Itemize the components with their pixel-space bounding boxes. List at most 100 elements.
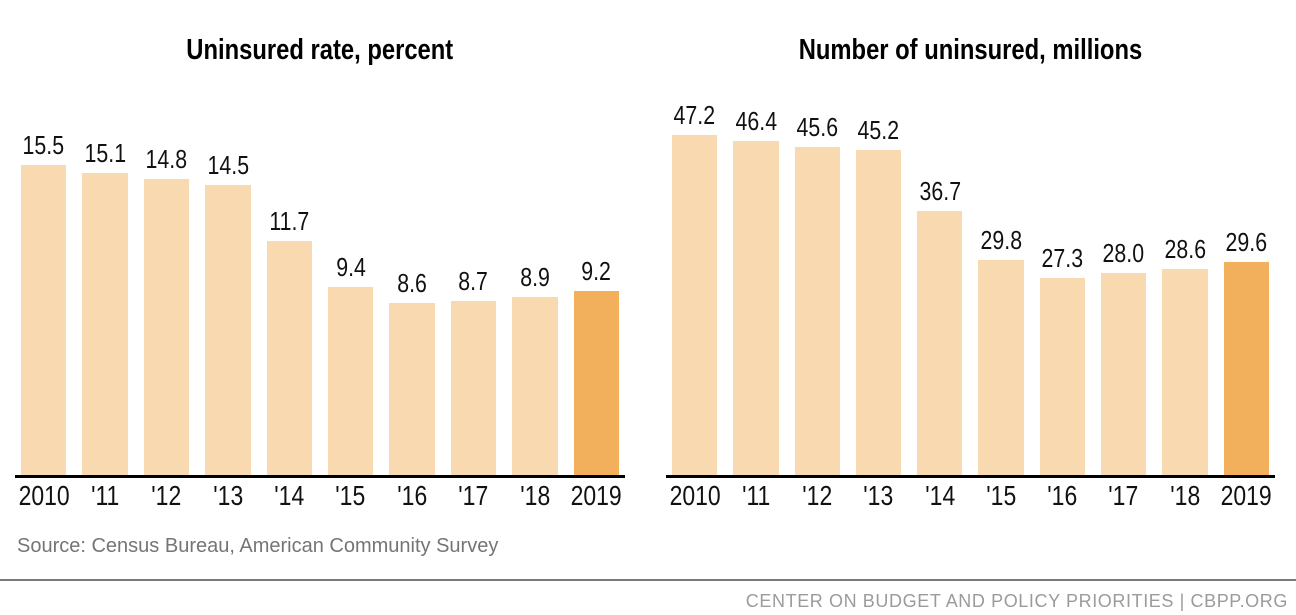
bar [450,301,497,475]
chart-number-uninsured: Number of uninsured, millions 47.2 46.4 45… [666,0,1275,515]
bar-column: 47.2 [669,102,720,475]
x-axis-tick: '18 [512,482,557,510]
bar [794,147,840,475]
x-axis-tick-label: '15 [986,480,1017,511]
x-axis-tick-label: 2010 [669,480,721,511]
chart-title-text: Uninsured rate, percent [186,34,454,66]
bar-value-text: 47.2 [673,100,716,130]
bar-column: 45.6 [794,114,840,475]
bar-value-text: 29.6 [1225,227,1268,257]
bar-column: 8.9 [512,262,558,475]
x-axis-tick: '12 [795,482,840,510]
bar-value-text: 15.1 [84,138,126,168]
footer-credit: CENTER ON BUDGET AND POLICY PRIORITIES |… [745,591,1288,611]
x-axis-labels-number-uninsured: 2010 '11 '12 '13 '14 '15 '16 '17 '18 2019 [666,482,1275,510]
bar-highlighted [573,291,620,475]
x-axis-tick: '13 [205,482,250,510]
bar-column: 8.7 [450,268,497,475]
bar-column: 29.6 [1221,229,1272,475]
bar-value-label: 9.2 [578,258,614,284]
x-axis-tick: '17 [451,482,496,510]
bar [855,150,902,475]
bar-value-label: 36.7 [915,178,966,204]
bar-value-label: 8.7 [455,268,491,294]
bar [266,241,313,475]
x-axis-tick: '17 [1101,482,1146,510]
bar-value-text: 14.8 [145,144,188,174]
x-axis-labels-uninsured-rate: 2010 '11 '12 '13 '14 '15 '16 '17 '18 2019 [15,482,625,510]
bar-column: 27.3 [1037,245,1088,475]
x-axis-tick-label: '15 [335,480,366,511]
bar-column: 14.5 [205,150,251,475]
x-axis-tick: 2019 [1221,482,1272,510]
bar [1039,278,1086,475]
bar-value-text: 14.5 [207,150,249,180]
bar-highlighted [1223,262,1269,475]
bar [1162,269,1208,475]
x-axis-tick-label: '16 [1047,480,1078,511]
bar-value-text: 9.2 [581,256,612,286]
bar-value-label: 14.8 [141,146,192,172]
bar-value-label: 29.6 [1221,229,1272,255]
bar-value-label: 28.6 [1160,236,1211,262]
x-axis-tick: '15 [978,482,1023,510]
chart-title-uninsured-rate: Uninsured rate, percent [15,36,625,65]
bar [917,211,963,475]
bar-value-text: 8.9 [520,262,550,292]
x-axis-tick: '14 [267,482,312,510]
bar-column: 8.6 [389,270,435,475]
bar [1101,273,1147,475]
bar-column: 29.8 [978,227,1024,475]
bar-value-text: 27.3 [1041,243,1084,273]
bar-value-text: 45.2 [857,115,900,145]
bar-value-text: 28.0 [1102,238,1145,268]
x-axis-tick-label: '11 [741,480,771,511]
x-axis-tick: '14 [917,482,962,510]
bar-value-label: 47.2 [669,102,720,128]
x-axis-tick-label: '12 [151,480,182,511]
x-axis-tick-label: '17 [1108,480,1139,511]
bar-value-label: 15.5 [18,132,69,158]
plot-area-uninsured-rate: 15.5 15.1 14.8 14.5 11.7 9.4 8.6 8.7 8.9 9.2 [15,132,625,478]
bar-value-label: 29.8 [976,227,1027,253]
x-axis-tick-label: '13 [212,480,243,511]
bar [733,141,779,475]
bar-value-label: 27.3 [1037,245,1088,271]
x-axis-tick: '12 [144,482,189,510]
x-axis-tick: '15 [328,482,373,510]
bar [672,135,718,475]
x-axis-tick-label: '16 [397,480,428,511]
bar-column: 28.6 [1162,236,1208,475]
x-axis-tick: 2010 [18,482,69,510]
bar-value-text: 15.5 [22,130,65,160]
x-axis-tick: 2010 [669,480,721,511]
bar-column: 36.7 [917,178,963,475]
x-axis-tick-label: '18 [1170,480,1200,511]
bar [21,165,67,475]
bar-column: 46.4 [733,108,779,475]
bar-value-label: 46.4 [731,108,782,134]
bar-column: 45.2 [855,115,902,475]
bar-column: 14.8 [141,146,192,475]
bar-value-label: 9.4 [333,254,369,280]
x-axis-tick: '11 [733,482,778,510]
x-axis-tick: 2019 [571,482,622,510]
bar-value-text: 8.7 [458,266,489,296]
bar-value-text: 28.6 [1164,234,1206,264]
bar-value-label: 8.6 [394,270,430,296]
bar-column: 28.0 [1101,238,1147,475]
bar-value-text: 8.6 [397,268,427,298]
bar [205,185,251,475]
x-axis-tick-label: '14 [274,480,305,511]
bar-column: 9.4 [328,254,374,475]
bar-value-label: 11.7 [265,208,314,234]
source-note: Source: Census Bureau, American Communit… [17,535,499,557]
plot-area-number-uninsured: 47.2 46.4 45.6 45.2 36.7 29.8 27.3 28.0 28.6 29.6 [666,102,1275,478]
x-axis-tick-label: '17 [458,480,489,511]
x-axis-tick-label: '14 [924,480,955,511]
bar [512,297,558,475]
x-axis-tick-label: '12 [802,480,833,511]
bar [389,303,435,475]
bar-column: 9.2 [573,258,620,475]
